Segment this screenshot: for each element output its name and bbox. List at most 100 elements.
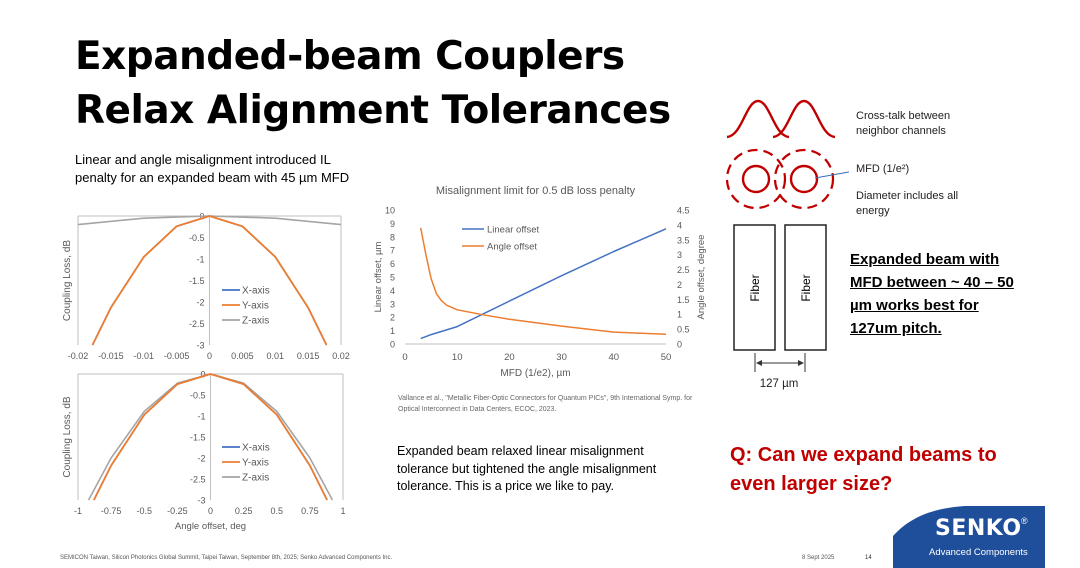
logo-registered-mark: ® <box>1021 516 1028 526</box>
linear-chart-ytick--1: -1 <box>196 255 204 265</box>
linear-chart-xtick-0-005: 0.005 <box>231 351 254 361</box>
question-text: Q: Can we expand beams to even larger si… <box>730 444 997 495</box>
linear-chart-ylabel: Coupling Loss, dB <box>62 240 73 321</box>
angle-chart-xtick-1: 1 <box>340 506 345 516</box>
linear-chart-xtick--0-01: -0.01 <box>133 351 154 361</box>
angle-chart-ytick--2-5: -2.5 <box>190 475 206 485</box>
mfd-chart-xtick-40: 40 <box>609 352 620 363</box>
mfd-chart-xlabel: MFD (1/e2), µm <box>500 368 570 379</box>
fiber-right <box>784 224 827 351</box>
angle-chart-series-y-axis <box>93 373 328 501</box>
angle-chart-legend-label-z-axis: Z-axis <box>242 473 269 484</box>
fiber-left <box>733 224 776 351</box>
mfd-chart-ytick-3: 3 <box>390 299 395 309</box>
conclusion-text: Expanded beam with MFD between ~ 40 – 50… <box>850 251 1014 337</box>
fiber-right-label: Fiber <box>799 274 813 301</box>
angle-chart-legend-label-y-axis: Y-axis <box>242 458 269 469</box>
mfd-chart-y2tick-3-5: 3.5 <box>677 235 690 245</box>
mfd-chart-y2tick-1: 1 <box>677 310 682 320</box>
mfd-chart-ytick-1: 1 <box>390 326 395 336</box>
mfd-chart-xtick-50: 50 <box>661 352 672 363</box>
mfd-chart-ytick-6: 6 <box>390 259 395 269</box>
mfd-chart-xtick-30: 30 <box>556 352 567 363</box>
linear-chart-xtick-0-02: 0.02 <box>332 351 350 361</box>
linear-chart-ytick--1-5: -1.5 <box>189 276 205 286</box>
angle-chart-xlabel: Angle offset, deg <box>175 521 246 532</box>
mfd-chart-y2tick-2: 2 <box>677 280 682 290</box>
mfd-chart-legend-label-linear-offset: Linear offset <box>487 225 539 236</box>
slide-title: Expanded-beam Couplers Relax Alignment T… <box>75 30 671 138</box>
beam-diagram: Fiber Fiber 127 µm <box>725 99 850 390</box>
linear-chart-ytick--3: -3 <box>196 341 204 351</box>
angle-chart-xtick--0-5: -0.5 <box>136 506 152 516</box>
core-circle-left <box>741 164 771 194</box>
chart-description: Linear and angle misalignment introduced… <box>75 152 350 185</box>
mfd-chart-title: Misalignment limit for 0.5 dB loss penal… <box>436 185 636 197</box>
mfd-chart-xtick-20: 20 <box>504 352 515 363</box>
mfd-chart-y2label: Angle offset, degree <box>696 235 707 320</box>
angle-chart-xtick--1: -1 <box>74 506 82 516</box>
logo-name: SENKO <box>935 516 1022 541</box>
linear-chart-xtick--0-005: -0.005 <box>164 351 190 361</box>
angle-chart-xtick--0-25: -0.25 <box>167 506 188 516</box>
mfd-chart-y2tick-2-5: 2.5 <box>677 265 690 275</box>
angle-chart-ytick--0-5: -0.5 <box>190 391 206 401</box>
linear-chart-legend-label-x-axis: X-axis <box>242 286 270 297</box>
mfd-chart-ytick-10: 10 <box>385 206 395 216</box>
mfd-chart-xtick-0: 0 <box>402 352 407 363</box>
mfd-pointer <box>814 171 850 179</box>
citation: Vallance et al., "Metallic Fiber-Optic C… <box>398 395 693 413</box>
linear-chart-xtick--0-02: -0.02 <box>68 351 89 361</box>
angle-chart-ytick--2: -2 <box>197 454 205 464</box>
linear-chart-legend-label-z-axis: Z-axis <box>242 316 269 327</box>
senko-logo: SENKO ® Advanced Components <box>893 506 1045 568</box>
mfd-chart-legend-label-angle-offset: Angle offset <box>487 242 537 253</box>
linear-chart-xtick-0-01: 0.01 <box>266 351 284 361</box>
mfd-chart-ytick-2: 2 <box>390 313 395 323</box>
linear-chart-legend-label-y-axis: Y-axis <box>242 301 269 312</box>
mfd-chart-series-angle-offset <box>419 227 667 335</box>
linear-chart-ytick--0-5: -0.5 <box>189 233 205 243</box>
diameter-label: Diameter includes all energy <box>856 190 959 217</box>
angle-chart-legend-label-x-axis: X-axis <box>242 443 270 454</box>
angle-chart-xtick-0-5: 0.5 <box>270 506 283 516</box>
angle-chart-ylabel: Coupling Loss, dB <box>62 396 73 477</box>
misalignment-limit-chart: Misalignment limit for 0.5 dB loss penal… <box>373 185 707 379</box>
crosstalk-label: Cross-talk between neighbor channels <box>856 110 951 137</box>
mfd-chart-ytick-4: 4 <box>390 286 395 296</box>
angle-chart-ytick--3: -3 <box>197 496 205 506</box>
linear-chart-series-y-axis <box>91 215 328 346</box>
linear-chart-xtick-0-015: 0.015 <box>297 351 320 361</box>
linear-offset-loss-chart: 0 -0.5 -1 -1.5 -2 -2.5 -3 -0.02 -0.015 -0.01 -0.00… <box>62 212 350 362</box>
gaussian-profile-left <box>726 99 790 139</box>
mfd-chart-ytick-8: 8 <box>390 232 395 242</box>
linear-chart-ytick--2-5: -2.5 <box>189 319 205 329</box>
mfd-chart-y2tick-3: 3 <box>677 250 682 260</box>
angle-chart-ytick-0: 0 <box>200 370 205 380</box>
angle-chart-ytick--1: -1 <box>197 412 205 422</box>
mfd-chart-ytick-9: 9 <box>390 219 395 229</box>
linear-chart-xtick--0-015: -0.015 <box>98 351 124 361</box>
angle-chart-xtick-0-25: 0.25 <box>235 506 253 516</box>
gaussian-profile-right <box>772 99 836 139</box>
pitch-label: 127 µm <box>760 378 799 390</box>
angle-chart-ytick--1-5: -1.5 <box>190 433 206 443</box>
mfd-chart-y2tick-4-5: 4.5 <box>677 206 690 216</box>
slide-title-line-2: Relax Alignment Tolerances <box>75 88 671 133</box>
mfd-chart-ylabel: Linear offset, µm <box>373 242 384 313</box>
mfd-chart-ytick-0: 0 <box>390 340 395 350</box>
mfd-chart-series-linear-offset <box>420 228 667 340</box>
pitch-arrowhead-left <box>756 360 762 366</box>
mfd-circle-right <box>773 148 835 210</box>
linear-chart-xtick-0: 0 <box>207 351 212 361</box>
tradeoff-note: Expanded beam relaxed linear misalignmen… <box>397 444 657 493</box>
linear-chart-ytick--2: -2 <box>196 298 204 308</box>
mfd-chart-y2tick-0-5: 0.5 <box>677 325 690 335</box>
angle-offset-loss-chart: 0 -0.5 -1 -1.5 -2 -2.5 -3 -1 -0.75 -0.5 -0.25 0 0.25… <box>62 370 346 533</box>
mfd-label: MFD (1/e²) <box>856 163 910 175</box>
mfd-chart-ytick-7: 7 <box>390 246 395 256</box>
footer-date: 8 Sept 2025 <box>802 555 835 561</box>
angle-chart-xtick--0-75: -0.75 <box>101 506 122 516</box>
mfd-chart-y2tick-0: 0 <box>677 340 682 350</box>
logo-background <box>893 506 1045 568</box>
